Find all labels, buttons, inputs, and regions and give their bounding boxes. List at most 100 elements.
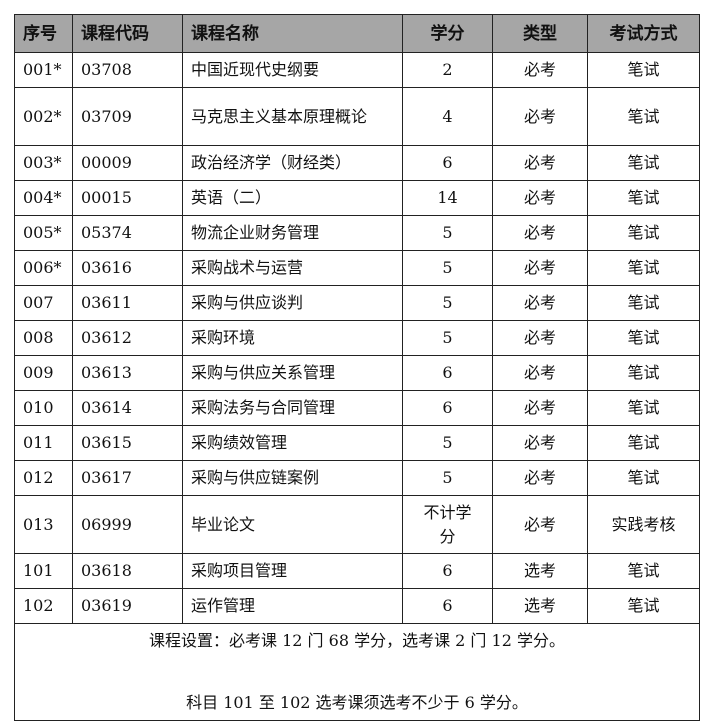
- table-row: 101 03618 采购项目管理 6 选考 笔试: [14, 553, 700, 589]
- cell-credits: 5: [402, 460, 493, 496]
- cell-name: 物流企业财务管理: [182, 215, 403, 251]
- footer-line-2: 科目 101 至 102 选考课须选考不少于 6 学分。: [186, 693, 528, 712]
- cell-credits: 6: [402, 588, 493, 624]
- cell-credits: 5: [402, 425, 493, 461]
- cell-name: 运作管理: [182, 588, 403, 624]
- cell-exam: 笔试: [587, 390, 700, 426]
- table-row: 009 03613 采购与供应关系管理 6 必考 笔试: [14, 355, 700, 391]
- cell-code: 00009: [72, 145, 183, 181]
- cell-type: 必考: [492, 460, 588, 496]
- cell-code: 03708: [72, 52, 183, 88]
- cell-seq: 101: [14, 553, 73, 589]
- cell-type: 必考: [492, 215, 588, 251]
- cell-type: 选考: [492, 553, 588, 589]
- cell-credits: 6: [402, 145, 493, 181]
- cell-exam: 笔试: [587, 87, 700, 146]
- cell-seq: 012: [14, 460, 73, 496]
- cell-exam: 笔试: [587, 180, 700, 216]
- cell-type: 必考: [492, 52, 588, 88]
- cell-type: 必考: [492, 320, 588, 356]
- table-row: 010 03614 采购法务与合同管理 6 必考 笔试: [14, 390, 700, 426]
- cell-type: 必考: [492, 87, 588, 146]
- cell-seq: 013: [14, 495, 73, 554]
- cell-type: 必考: [492, 250, 588, 286]
- cell-code: 03619: [72, 588, 183, 624]
- table-row: 102 03619 运作管理 6 选考 笔试: [14, 588, 700, 624]
- cell-seq: 102: [14, 588, 73, 624]
- footer-line-1: 课程设置：必考课 12 门 68 学分，选考课 2 门 12 学分。: [149, 631, 565, 650]
- cell-exam: 笔试: [587, 320, 700, 356]
- cell-code: 05374: [72, 215, 183, 251]
- cell-exam: 笔试: [587, 52, 700, 88]
- column-header: 考试方式: [587, 14, 700, 53]
- cell-credits: 2: [402, 52, 493, 88]
- cell-name: 采购法务与合同管理: [182, 390, 403, 426]
- cell-seq: 010: [14, 390, 73, 426]
- cell-type: 选考: [492, 588, 588, 624]
- cell-credits: 不计学分: [402, 495, 493, 554]
- cell-exam: 笔试: [587, 425, 700, 461]
- cell-credits: 5: [402, 215, 493, 251]
- cell-type: 必考: [492, 180, 588, 216]
- table-row: 001* 03708 中国近现代史纲要 2 必考 笔试: [14, 52, 700, 88]
- cell-name: 毕业论文: [182, 495, 403, 554]
- cell-exam: 笔试: [587, 215, 700, 251]
- table-row: 007 03611 采购与供应谈判 5 必考 笔试: [14, 285, 700, 321]
- cell-seq: 001*: [14, 52, 73, 88]
- cell-exam: 实践考核: [587, 495, 700, 554]
- cell-name: 中国近现代史纲要: [182, 52, 403, 88]
- cell-seq: 002*: [14, 87, 73, 146]
- cell-code: 03614: [72, 390, 183, 426]
- cell-type: 必考: [492, 495, 588, 554]
- course-table: 序号 课程代码 课程名称 学分 类型 考试方式 001* 03708 中国近现代史纲要 2 必考笔…: [14, 14, 700, 721]
- cell-credits: 4: [402, 87, 493, 146]
- cell-code: 03612: [72, 320, 183, 356]
- cell-code: 00015: [72, 180, 183, 216]
- cell-credits: 5: [402, 285, 493, 321]
- cell-code: 03709: [72, 87, 183, 146]
- cell-credits: 5: [402, 320, 493, 356]
- cell-seq: 009: [14, 355, 73, 391]
- cell-type: 必考: [492, 355, 588, 391]
- cell-name: 采购环境: [182, 320, 403, 356]
- column-header: 课程代码: [72, 14, 183, 53]
- cell-name: 政治经济学（财经类）: [182, 145, 403, 181]
- cell-exam: 笔试: [587, 355, 700, 391]
- cell-code: 03611: [72, 285, 183, 321]
- cell-exam: 笔试: [587, 553, 700, 589]
- column-header: 类型: [492, 14, 588, 53]
- cell-name: 采购战术与运营: [182, 250, 403, 286]
- table-row: 008 03612 采购环境 5 必考 笔试: [14, 320, 700, 356]
- cell-type: 必考: [492, 425, 588, 461]
- cell-code: 03613: [72, 355, 183, 391]
- table-row: 005* 05374 物流企业财务管理 5 必考 笔试: [14, 215, 700, 251]
- cell-credits: 14: [402, 180, 493, 216]
- cell-exam: 笔试: [587, 460, 700, 496]
- footer-row: 课程设置：必考课 12 门 68 学分，选考课 2 门 12 学分。 科目 10…: [14, 623, 700, 721]
- cell-name: 马克思主义基本原理概论: [182, 87, 403, 146]
- cell-name: 采购项目管理: [182, 553, 403, 589]
- cell-seq: 007: [14, 285, 73, 321]
- table-row: 013 06999 毕业论文 不计学分 必考 实践考核: [14, 495, 700, 554]
- cell-seq: 008: [14, 320, 73, 356]
- column-header: 序号: [14, 14, 73, 53]
- cell-credits: 6: [402, 355, 493, 391]
- cell-exam: 笔试: [587, 285, 700, 321]
- header-row: 序号 课程代码 课程名称 学分 类型 考试方式: [14, 14, 700, 53]
- cell-seq: 004*: [14, 180, 73, 216]
- cell-name: 采购与供应谈判: [182, 285, 403, 321]
- cell-credits: 5: [402, 250, 493, 286]
- cell-type: 必考: [492, 390, 588, 426]
- table-row: 003* 00009 政治经济学（财经类） 6 必考 笔试: [14, 145, 700, 181]
- cell-name: 英语（二）: [182, 180, 403, 216]
- cell-exam: 笔试: [587, 250, 700, 286]
- cell-type: 必考: [492, 145, 588, 181]
- cell-credits: 6: [402, 553, 493, 589]
- table-row: 004* 00015 英语（二） 14 必考 笔试: [14, 180, 700, 216]
- table-row: 006* 03616 采购战术与运营 5 必考 笔试: [14, 250, 700, 286]
- column-header: 课程名称: [182, 14, 403, 53]
- cell-credits: 6: [402, 390, 493, 426]
- cell-name: 采购与供应关系管理: [182, 355, 403, 391]
- cell-seq: 006*: [14, 250, 73, 286]
- cell-code: 06999: [72, 495, 183, 554]
